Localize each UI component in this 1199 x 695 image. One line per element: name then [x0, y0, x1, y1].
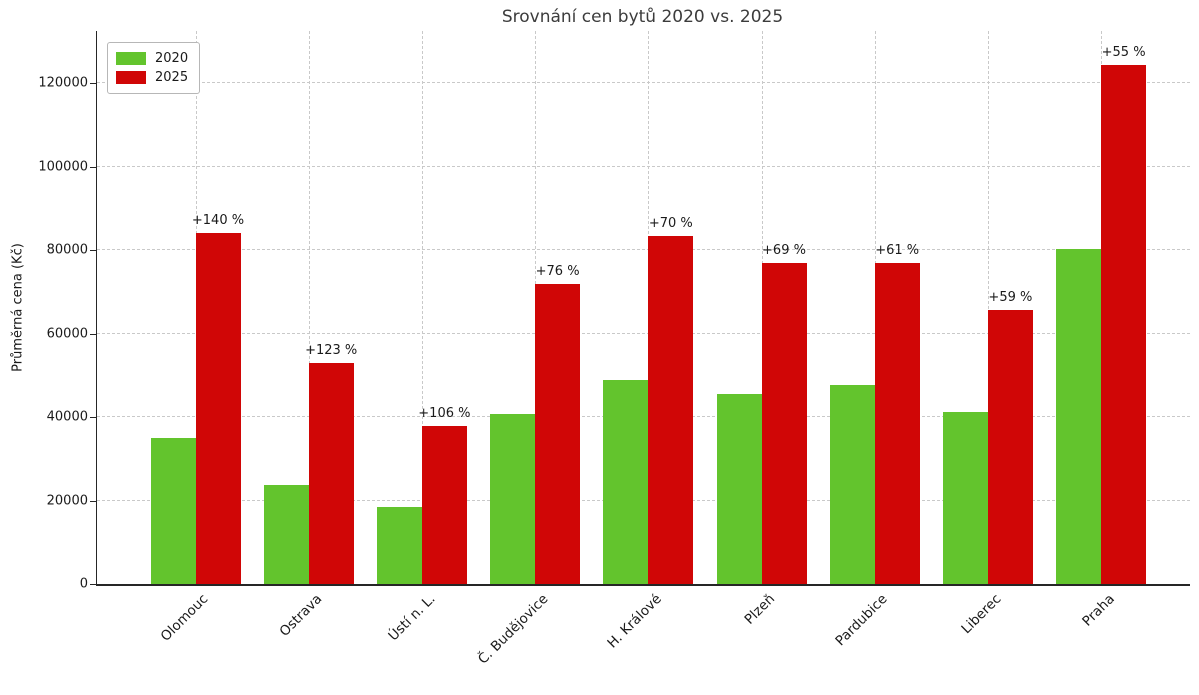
bar-2020-liberec [942, 411, 988, 584]
annotation-pardubice: +61 % [875, 242, 920, 258]
x-tick-label-h-kr-lov: H. Králové [604, 591, 665, 652]
plot-area: 2020 2025 +140 % +123 % +106 % +76 % +70 % +6… [96, 31, 1190, 586]
y-tick-label-80000: 80000 [46, 242, 88, 258]
bar-2020-pardubice [829, 384, 875, 584]
bar-2020-praha [1056, 249, 1102, 584]
bar-2025-liberec [987, 309, 1033, 584]
annotation-ostrava: +123 % [305, 343, 358, 359]
bar-2025-olomouc [195, 233, 241, 584]
y-tick-mark-80000 [90, 250, 96, 252]
y-tick-label-60000: 60000 [46, 326, 88, 342]
gridline-y-100000 [97, 165, 1190, 167]
y-tick-mark-40000 [90, 417, 96, 419]
gridline-y-120000 [97, 82, 1190, 84]
bar-2020-bud-jovice [490, 413, 536, 584]
chart-title: Srovnání cen bytů 2020 vs. 2025 [501, 7, 784, 27]
bar-2020-h-kr-lov [603, 379, 649, 584]
y-tick-mark-120000 [90, 83, 96, 85]
y-tick-label-20000: 20000 [46, 493, 88, 509]
gridline-x-liberec [987, 31, 989, 584]
bar-2025-h-kr-lov [648, 236, 694, 584]
annotation-plze: +69 % [762, 242, 806, 258]
y-tick-mark-60000 [90, 333, 96, 335]
x-tick-label-olomouc: Olomouc [158, 591, 212, 645]
y-tick-label-0: 0 [79, 576, 88, 592]
bar-2025-ostrava [308, 363, 354, 584]
bar-2020-ostrava [263, 485, 309, 584]
bar-2025-praha [1101, 65, 1147, 584]
gridline-y-80000 [97, 249, 1190, 251]
bar-2020-st-n-l [376, 507, 422, 584]
bar-2020-olomouc [150, 437, 196, 584]
y-tick-mark-100000 [90, 166, 96, 168]
x-tick-label-liberec: Liberec [958, 591, 1005, 638]
y-tick-mark-20000 [90, 500, 96, 502]
bar-2020-plze [716, 393, 762, 584]
x-tick-label-pardubice: Pardubice [832, 591, 892, 650]
x-tick-label-bud-jovice: Č. Budějovice [474, 591, 552, 668]
bar-2025-pardubice [874, 262, 920, 584]
gridline-y-60000 [97, 332, 1190, 334]
x-tick-label-st-n-l: Ústí n. L. [385, 591, 439, 645]
legend-label-2020: 2020 [155, 51, 189, 66]
y-tick-label-120000: 120000 [38, 75, 88, 91]
gridline-x-st-n-l [421, 31, 423, 584]
legend-swatch-2025 [116, 71, 146, 84]
legend-item-2025: 2025 [116, 68, 188, 87]
annotation-liberec: +59 % [988, 289, 1033, 305]
y-tick-label-100000: 100000 [38, 159, 88, 175]
legend: 2020 2025 [107, 42, 201, 94]
annotation-h-kr-lov: +70 % [648, 216, 693, 232]
x-tick-label-ostrava: Ostrava [276, 591, 326, 640]
gridline-x-ostrava [308, 31, 310, 584]
bar-2025-plze [761, 262, 807, 584]
legend-label-2025: 2025 [155, 70, 189, 85]
legend-item-2020: 2020 [116, 49, 188, 68]
bar-2025-bud-jovice [535, 284, 581, 584]
annotation-praha: +55 % [1101, 45, 1146, 61]
y-tick-label-40000: 40000 [46, 409, 88, 425]
legend-swatch-2020 [116, 52, 146, 65]
annotation-olomouc: +140 % [191, 213, 245, 229]
annotation-bud-jovice: +76 % [535, 264, 580, 280]
x-tick-label-praha: Praha [1078, 591, 1118, 630]
y-tick-mark-0 [90, 584, 96, 585]
bar-2025-st-n-l [421, 425, 467, 584]
annotation-st-n-l: +106 % [418, 405, 471, 421]
x-tick-label-plze: Plzeň [741, 591, 778, 628]
